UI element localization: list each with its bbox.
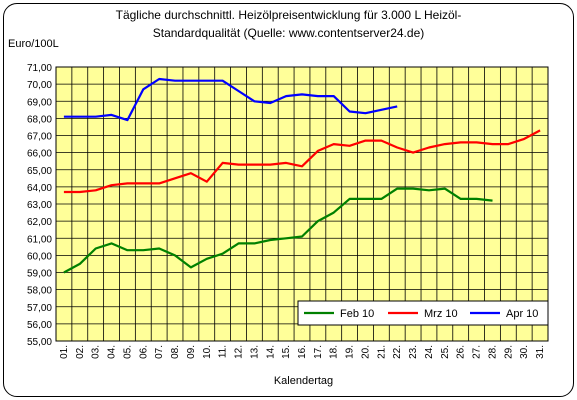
x-tick-label: 29. [503,345,514,359]
y-tick-label: 69,00 [27,97,52,108]
x-tick-label: 17. [313,345,324,359]
series-line-feb-10 [63,187,493,274]
y-axis-label: Euro/100L [8,38,59,50]
x-tick-label: 30. [519,345,530,359]
legend-label: Mrz 10 [424,308,458,320]
x-tick-label: 24. [424,345,435,359]
x-tick-label: 06. [138,345,149,359]
x-tick-label: 12. [234,345,245,359]
x-tick-label: 18. [329,345,340,359]
y-tick-label: 55,00 [27,337,52,348]
legend-label: Feb 10 [340,308,374,320]
y-tick-label: 65,00 [27,166,52,177]
x-tick-label: 10. [202,345,213,359]
y-tick-label: 58,00 [27,286,52,297]
x-tick-label: 20. [360,345,371,359]
x-tick-label: 22. [392,345,403,359]
x-axis-label: Kalendertag [273,375,334,387]
y-tick-label: 64,00 [27,183,52,194]
x-tick-label: 02. [75,345,86,359]
x-tick-label: 28. [487,345,498,359]
chart-title-line2: Standardqualität (Quelle: www.contentser… [152,26,425,40]
x-tick-label: 05. [122,345,133,359]
x-tick-label: 09. [186,345,197,359]
y-tick-label: 68,00 [27,114,52,125]
chart-title-line1: Tägliche durchschnittl. Heizölpreisentwi… [115,8,462,22]
x-tick-label: 15. [281,345,292,359]
x-tick-label: 01. [59,345,70,359]
x-tick-label: 08. [170,345,181,359]
x-tick-label: 27. [472,345,483,359]
x-tick-label: 26. [456,345,467,359]
x-tick-label: 03. [91,345,102,359]
y-tick-label: 70,00 [27,80,52,91]
y-tick-label: 57,00 [27,303,52,314]
legend-box [297,300,549,326]
x-tick-label: 14. [265,345,276,359]
y-tick-label: 61,00 [27,234,52,245]
x-tick-label: 31. [535,345,546,359]
series-line-mrz-10 [63,129,541,194]
legend-label: Apr 10 [506,308,538,320]
series-line-apr-10 [63,77,398,122]
x-tick-label: 07. [154,345,165,359]
x-tick-label: 16. [297,345,308,359]
y-tick-label: 56,00 [27,320,52,331]
y-tick-label: 59,00 [27,269,52,280]
x-tick-label: 23. [408,345,419,359]
y-tick-label: 60,00 [27,251,52,262]
x-tick-label: 04. [107,345,118,359]
x-tick-label: 21. [376,345,387,359]
y-tick-label: 62,00 [27,217,52,228]
x-tick-label: 19. [345,345,356,359]
y-tick-label: 63,00 [27,200,52,211]
x-tick-label: 25. [440,345,451,359]
x-tick-label: 13. [249,345,260,359]
y-tick-label: 71,00 [27,63,52,74]
y-tick-label: 66,00 [27,149,52,160]
y-tick-label: 67,00 [27,132,52,143]
x-tick-label: 11. [218,345,229,358]
